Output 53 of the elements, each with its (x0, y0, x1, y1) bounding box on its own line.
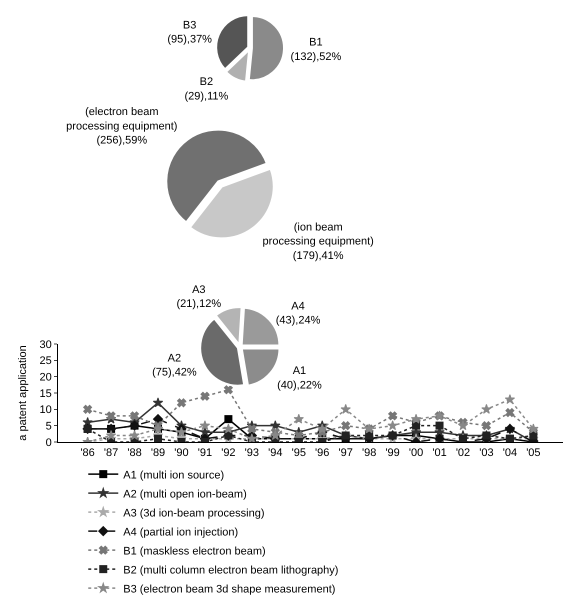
y-tick-label: 10 (40, 404, 52, 416)
y-axis-title: a patent application (17, 345, 29, 441)
x-tick-label: '97 (338, 447, 353, 460)
x-tick-label: '05 (526, 447, 541, 460)
data-label: (21),12% (176, 298, 222, 310)
data-label: (256),59% (96, 134, 148, 147)
legend-label: A3 (3d ion-beam processing) (123, 507, 264, 520)
slice-label: A2 (168, 352, 182, 364)
legend-label: B3 (electron beam 3d shape measurement) (123, 583, 336, 596)
slice-label: A3 (192, 284, 206, 296)
data-label: (132),52% (290, 50, 342, 63)
slice-label: B3 (182, 19, 196, 32)
slice-label: B1 (309, 36, 323, 49)
legend-label: A1 (multi ion source) (123, 469, 224, 482)
x-tick-label: '95 (292, 447, 306, 460)
y-tick-label: 0 (46, 436, 52, 449)
x-tick-label: '89 (150, 447, 166, 460)
data-label: (75),42% (152, 366, 197, 379)
slice-label: A1 (292, 365, 306, 378)
x-tick-label: '94 (268, 447, 282, 460)
y-tick-label: 30 (40, 338, 52, 351)
x-tick-label: '87 (104, 447, 118, 460)
legend-label: B1 (maskless electron beam) (123, 545, 266, 558)
slice-label: A4 (291, 300, 305, 312)
data-label: (40),22% (277, 379, 322, 392)
x-tick-label: '03 (479, 447, 494, 460)
y-tick-label: 25 (40, 355, 52, 368)
data-label: (95),37% (167, 34, 212, 46)
x-tick-label: '01 (432, 447, 447, 460)
legend-label: A2 (multi open ion-beam) (123, 488, 247, 500)
x-tick-label: '92 (221, 447, 236, 460)
data-label: (43),24% (276, 314, 321, 327)
y-tick-label: 5 (46, 420, 52, 433)
data-label: (29),11% (184, 90, 229, 102)
slice-label: B2 (200, 76, 214, 88)
slice-label: (electron beam processing equipment) (66, 106, 178, 132)
x-tick-label: '86 (80, 447, 95, 460)
x-tick-label: '98 (362, 447, 376, 460)
y-tick-label: 20 (40, 372, 52, 384)
x-tick-label: '00 (408, 447, 424, 460)
legend-label: B2 (multi column electron beam lithography) (123, 564, 338, 576)
x-tick-label: '02 (456, 447, 470, 460)
x-tick-label: '96 (315, 447, 330, 460)
slice-label: (ion beam processing equipment) (262, 221, 374, 248)
legend-label: A4 (partial ion injection) (123, 526, 238, 538)
x-tick-label: '90 (174, 447, 189, 460)
x-tick-label: '93 (244, 447, 260, 460)
x-tick-label: '04 (502, 447, 518, 460)
x-tick-label: '99 (385, 447, 400, 460)
y-tick-label: 15 (40, 388, 52, 400)
data-label: (179),41% (292, 250, 344, 262)
x-tick-label: '91 (198, 447, 212, 460)
x-tick-label: '88 (127, 447, 142, 460)
